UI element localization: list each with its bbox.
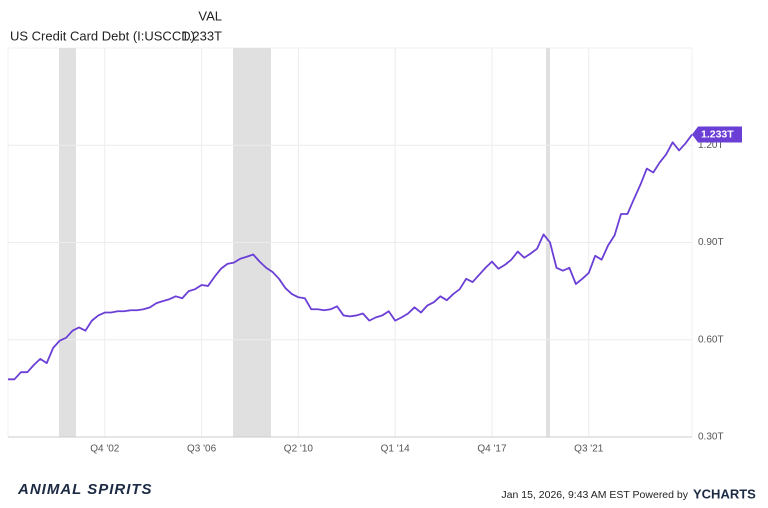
x-tick-label: Q2 '10: [284, 444, 314, 455]
y-tick-label: 1.20T: [698, 140, 724, 151]
x-tick-label: Q4 '02: [90, 444, 120, 455]
x-tick-label: Q3 '21: [574, 444, 604, 455]
x-tick-label: Q1 '14: [381, 444, 411, 455]
series-name: US Credit Card Debt (I:USCCD): [10, 28, 195, 43]
header-value: 1.233T: [182, 28, 223, 43]
y-tick-label: 0.30T: [698, 432, 724, 443]
x-tick-label: Q4 '17: [477, 444, 507, 455]
header-label: VAL: [198, 8, 222, 23]
y-tick-label: 0.90T: [698, 237, 724, 248]
x-tick-label: Q3 '06: [187, 444, 217, 455]
last-value-label: 1.233T: [701, 128, 734, 140]
brand: YCHARTS: [693, 486, 756, 501]
logo: ANIMAL SPIRITS: [17, 481, 153, 498]
last-value-flag: [692, 126, 742, 143]
footer-text: Jan 15, 2026, 9:43 AM EST Powered by: [501, 489, 688, 501]
series-line: [8, 134, 693, 381]
plot: 0.30T 0.60T 0.90T 1.20T Q4 '02 Q3 '06 Q2 '10 Q1…: [8, 48, 742, 455]
y-tick-label: 0.60T: [698, 334, 724, 345]
